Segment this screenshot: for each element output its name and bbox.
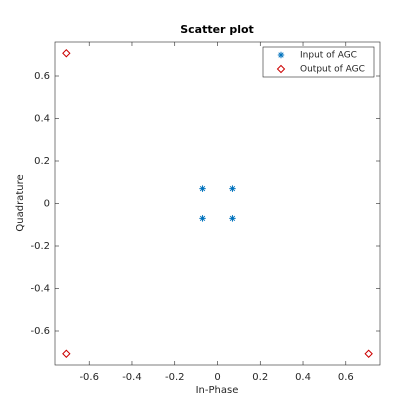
point <box>229 185 236 192</box>
y-tick-label: 0 <box>44 199 50 210</box>
x-tick-label: -0.4 <box>122 372 142 383</box>
legend-label: Output of AGC <box>300 65 365 75</box>
x-tick-label: 0.6 <box>338 372 354 383</box>
x-tick-label: 0.4 <box>295 372 311 383</box>
y-tick-label: -0.2 <box>30 241 50 252</box>
legend: Input of AGC Output of AGC <box>262 46 375 78</box>
x-tick-label: -0.2 <box>165 372 185 383</box>
point <box>62 49 71 58</box>
x-tick-label: 0 <box>214 372 220 383</box>
legend-marker <box>276 64 286 74</box>
y-tick-label: 0.6 <box>34 71 50 82</box>
y-axis-label: Quadrature <box>15 174 26 231</box>
y-tick-label: 0.4 <box>34 114 50 125</box>
x-tick-label: 0.2 <box>252 372 268 383</box>
point <box>199 185 206 192</box>
point <box>229 215 236 222</box>
x-tick-label: -0.6 <box>79 372 99 383</box>
x-axis-label: In-Phase <box>196 385 239 396</box>
point <box>364 349 373 358</box>
legend-marker <box>277 51 285 59</box>
point <box>62 349 71 358</box>
plot-area <box>54 41 381 366</box>
chart-title: Scatter plot <box>180 23 254 36</box>
y-tick-label: -0.4 <box>30 284 50 295</box>
legend-label: Input of AGC <box>300 51 357 61</box>
y-tick-label: -0.6 <box>30 326 50 337</box>
y-tick-label: 0.2 <box>34 156 50 167</box>
point <box>199 215 206 222</box>
